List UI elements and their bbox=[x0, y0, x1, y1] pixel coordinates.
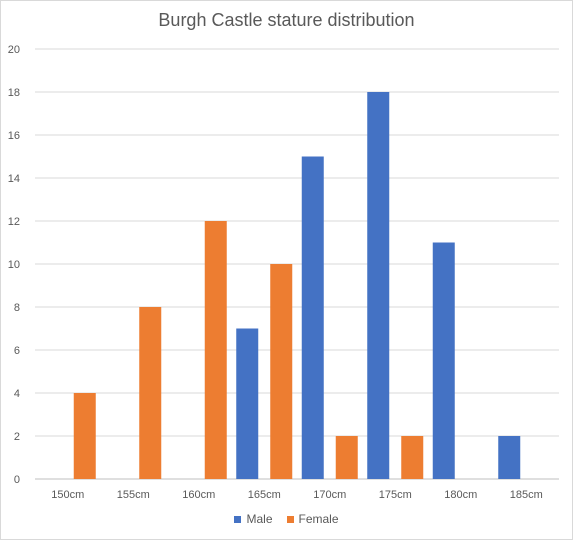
chart-title: Burgh Castle stature distribution bbox=[158, 10, 415, 30]
legend-label-male: Male bbox=[246, 512, 273, 526]
bar-male bbox=[498, 436, 521, 479]
y-tick-label: 16 bbox=[8, 130, 20, 142]
legend-swatch-male bbox=[234, 515, 242, 523]
x-tick-label: 150cm bbox=[51, 489, 84, 501]
legend-item-female: Female bbox=[286, 512, 339, 526]
y-tick-label: 4 bbox=[14, 388, 20, 400]
bar-female bbox=[73, 393, 96, 479]
bar-female bbox=[335, 436, 358, 479]
chart-legend: Male Female bbox=[0, 512, 573, 526]
bar-female bbox=[139, 307, 162, 479]
y-tick-label: 6 bbox=[14, 345, 20, 357]
bar-male bbox=[301, 156, 324, 479]
x-tick-label: 155cm bbox=[117, 489, 150, 501]
x-tick-label: 175cm bbox=[379, 489, 412, 501]
y-tick-label: 2 bbox=[14, 431, 20, 443]
y-tick-label: 20 bbox=[8, 44, 20, 56]
legend-item-male: Male bbox=[234, 512, 273, 526]
y-tick-label: 10 bbox=[8, 259, 20, 271]
bar-female bbox=[401, 436, 424, 479]
bar-female bbox=[270, 264, 293, 479]
y-tick-label: 18 bbox=[8, 87, 20, 99]
y-tick-label: 8 bbox=[14, 302, 20, 314]
legend-swatch-female bbox=[286, 515, 294, 523]
bar-male bbox=[432, 242, 455, 479]
y-tick-label: 12 bbox=[8, 216, 20, 228]
bar-male bbox=[367, 92, 390, 479]
x-tick-label: 170cm bbox=[313, 489, 346, 501]
bar-male bbox=[236, 328, 259, 479]
x-tick-label: 180cm bbox=[444, 489, 477, 501]
x-tick-label: 160cm bbox=[182, 489, 215, 501]
x-tick-label: 165cm bbox=[248, 489, 281, 501]
legend-label-female: Female bbox=[298, 512, 339, 526]
y-tick-label: 14 bbox=[8, 173, 20, 185]
y-tick-label: 0 bbox=[14, 474, 20, 486]
bar-female bbox=[204, 221, 227, 479]
x-tick-label: 185cm bbox=[510, 489, 543, 501]
